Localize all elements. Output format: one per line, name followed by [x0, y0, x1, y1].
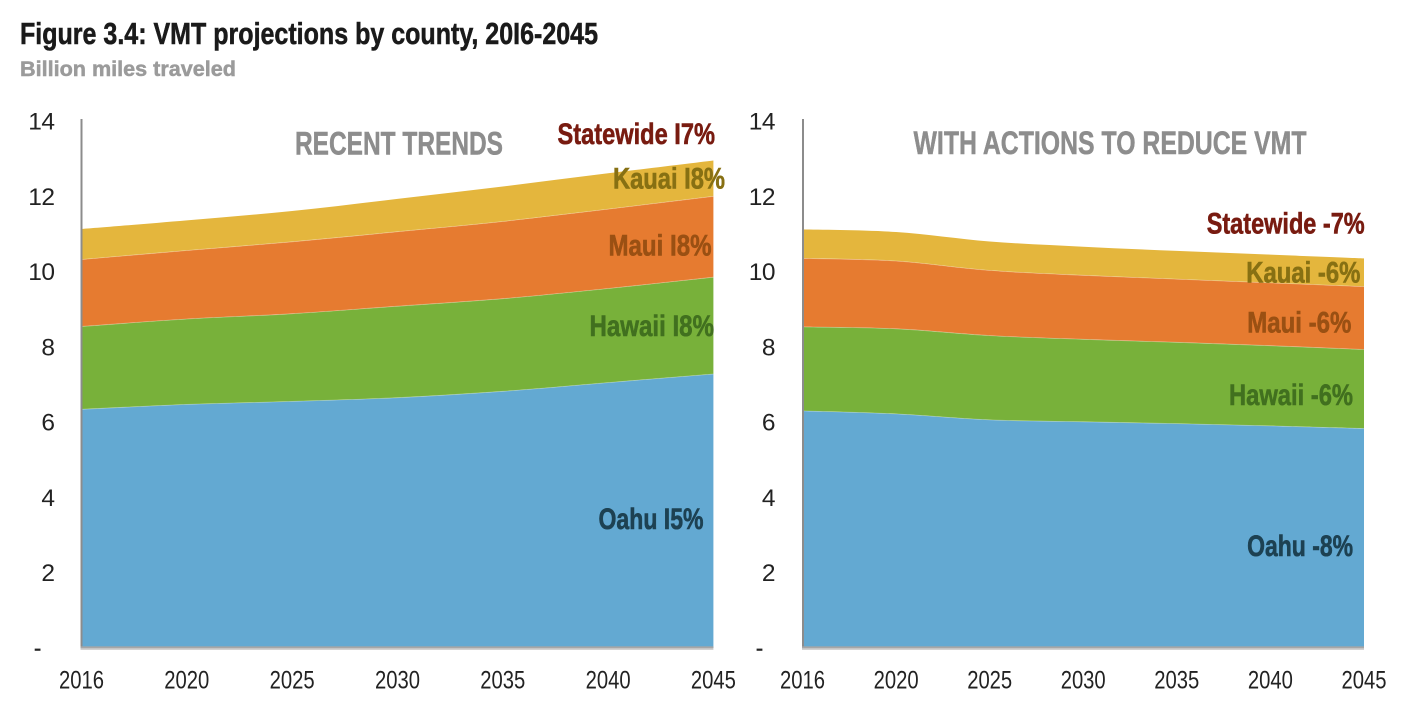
svg-text:Hawaii -6%: Hawaii -6%	[1229, 379, 1353, 412]
svg-text:10: 10	[28, 259, 54, 286]
svg-text:6: 6	[41, 410, 54, 437]
svg-text:WITH ACTIONS TO REDUCE VMT: WITH ACTIONS TO REDUCE VMT	[914, 125, 1307, 161]
svg-text:Maui -6%: Maui -6%	[1247, 307, 1351, 340]
svg-text:Kauai I8%: Kauai I8%	[613, 163, 725, 196]
svg-text:Kauai -6%: Kauai -6%	[1246, 257, 1360, 290]
svg-text:2016: 2016	[59, 667, 104, 695]
svg-text:8: 8	[41, 334, 54, 361]
svg-text:2016: 2016	[780, 667, 825, 695]
svg-text:Statewide -7%: Statewide -7%	[1207, 208, 1365, 241]
svg-text:Maui I8%: Maui I8%	[609, 229, 712, 262]
svg-text:12: 12	[28, 184, 54, 211]
svg-text:Oahu -8%: Oahu -8%	[1247, 530, 1353, 563]
svg-text:Statewide I7%: Statewide I7%	[558, 118, 716, 151]
svg-text:2035: 2035	[1154, 667, 1199, 695]
svg-text:2025: 2025	[270, 667, 315, 695]
svg-text:2020: 2020	[164, 667, 209, 695]
svg-text:2025: 2025	[967, 667, 1012, 695]
svg-text:2040: 2040	[1248, 667, 1293, 695]
svg-text:8: 8	[762, 334, 775, 361]
svg-text:Hawaii I8%: Hawaii I8%	[590, 310, 715, 343]
svg-text:2: 2	[762, 560, 775, 587]
svg-text:14: 14	[28, 109, 54, 136]
svg-text:2030: 2030	[1061, 667, 1106, 695]
svg-text:2: 2	[41, 560, 54, 587]
svg-text:6: 6	[762, 410, 775, 437]
svg-text:2035: 2035	[480, 667, 525, 695]
svg-text:2020: 2020	[874, 667, 919, 695]
svg-text:Billion miles traveled: Billion miles traveled	[20, 58, 236, 81]
svg-text:14: 14	[749, 109, 775, 136]
svg-text:RECENT TRENDS: RECENT TRENDS	[295, 126, 503, 162]
svg-text:4: 4	[41, 485, 54, 512]
svg-text:2045: 2045	[1342, 667, 1387, 695]
svg-text:2030: 2030	[375, 667, 420, 695]
svg-text:Oahu I5%: Oahu I5%	[599, 503, 704, 536]
svg-text:10: 10	[749, 259, 775, 286]
svg-text:2040: 2040	[586, 667, 631, 695]
svg-text:12: 12	[749, 184, 775, 211]
svg-text:Figure 3.4: VMT projections by: Figure 3.4: VMT projections by county, 2…	[20, 16, 598, 51]
svg-text:4: 4	[762, 485, 775, 512]
svg-text:2045: 2045	[691, 667, 736, 695]
